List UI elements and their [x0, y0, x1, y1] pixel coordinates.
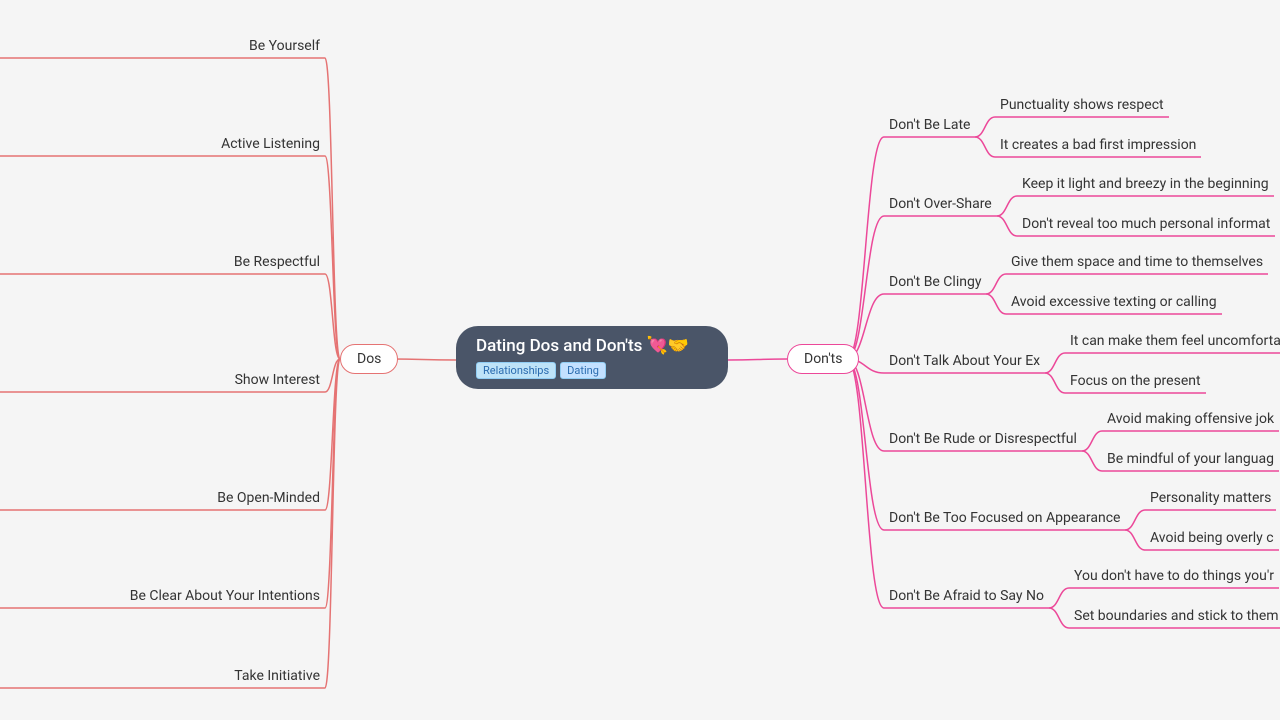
dos-mid-4[interactable]: Be Open-Minded	[0, 490, 320, 506]
donts-leaf-3-0[interactable]: It can make them feel uncomforta	[1070, 333, 1280, 349]
dos-mid-1[interactable]: Active Listening	[0, 136, 320, 152]
donts-mid-6[interactable]: Don't Be Afraid to Say No	[889, 588, 1044, 604]
donts-leaf-3-1[interactable]: Focus on the present	[1070, 373, 1201, 389]
donts-mid-0[interactable]: Don't Be Late	[889, 117, 970, 133]
donts-leaf-5-1[interactable]: Avoid being overly c	[1150, 530, 1274, 546]
tag-relationships[interactable]: Relationships	[476, 362, 556, 379]
dos-mid-5[interactable]: Be Clear About Your Intentions	[0, 588, 320, 604]
tag-row: Relationships Dating	[476, 362, 708, 379]
donts-leaf-0-0[interactable]: Punctuality shows respect	[1000, 97, 1164, 113]
tag-dating[interactable]: Dating	[560, 362, 606, 379]
donts-mid-2[interactable]: Don't Be Clingy	[889, 274, 981, 290]
donts-leaf-5-0[interactable]: Personality matters	[1150, 490, 1271, 506]
donts-leaf-1-1[interactable]: Don't reveal too much personal informat	[1022, 216, 1270, 232]
center-title: Dating Dos and Don'ts 💘🤝	[476, 336, 708, 356]
donts-leaf-2-1[interactable]: Avoid excessive texting or calling	[1011, 294, 1217, 310]
donts-leaf-1-0[interactable]: Keep it light and breezy in the beginnin…	[1022, 176, 1269, 192]
dos-mid-3[interactable]: Show Interest	[0, 372, 320, 388]
donts-mid-5[interactable]: Don't Be Too Focused on Appearance	[889, 510, 1120, 526]
dos-node[interactable]: Dos	[340, 344, 398, 374]
donts-node[interactable]: Don'ts	[787, 344, 859, 374]
center-node[interactable]: Dating Dos and Don'ts 💘🤝 Relationships D…	[456, 326, 728, 389]
dos-mid-0[interactable]: Be Yourself	[0, 38, 320, 54]
donts-leaf-6-0[interactable]: You don't have to do things you'r	[1074, 568, 1274, 584]
dos-mid-2[interactable]: Be Respectful	[0, 254, 320, 270]
donts-leaf-0-1[interactable]: It creates a bad first impression	[1000, 137, 1196, 153]
donts-leaf-2-0[interactable]: Give them space and time to themselves	[1011, 254, 1263, 270]
donts-mid-1[interactable]: Don't Over-Share	[889, 196, 992, 212]
donts-leaf-4-0[interactable]: Avoid making offensive jok	[1107, 411, 1274, 427]
donts-mid-3[interactable]: Don't Talk About Your Ex	[889, 353, 1040, 369]
donts-mid-4[interactable]: Don't Be Rude or Disrespectful	[889, 431, 1077, 447]
dos-mid-6[interactable]: Take Initiative	[0, 668, 320, 684]
donts-leaf-6-1[interactable]: Set boundaries and stick to them	[1074, 608, 1279, 624]
donts-leaf-4-1[interactable]: Be mindful of your languag	[1107, 451, 1274, 467]
